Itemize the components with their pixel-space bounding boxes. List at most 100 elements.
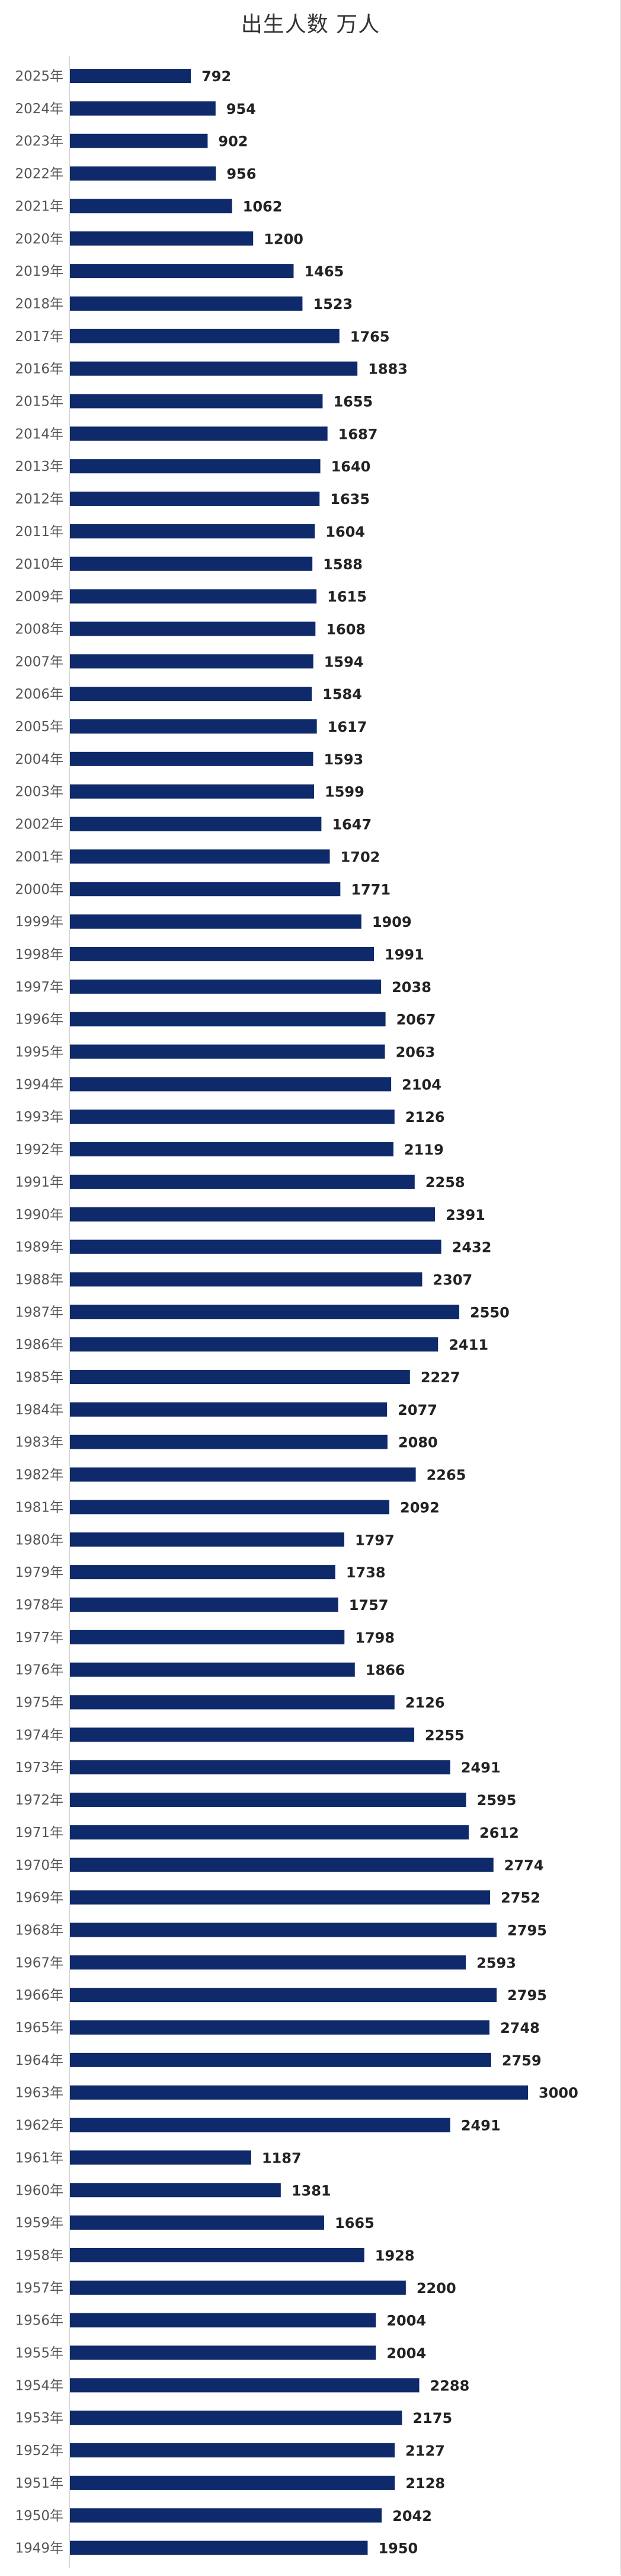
data-label: 2774 <box>504 1857 544 1874</box>
y-tick-label: 1990年 <box>15 1207 63 1223</box>
data-label: 2119 <box>404 1142 444 1158</box>
bar <box>70 654 313 669</box>
bar <box>70 687 312 702</box>
data-label: 2126 <box>405 1109 445 1126</box>
y-tick-label: 1962年 <box>15 2118 63 2134</box>
y-tick-label: 1983年 <box>15 1435 63 1450</box>
y-tick-label: 1971年 <box>15 1825 63 1841</box>
y-tick-label: 2012年 <box>15 492 63 507</box>
y-tick-label: 2021年 <box>15 199 63 214</box>
data-label: 2595 <box>477 1792 517 1809</box>
y-tick-label: 1997年 <box>15 980 63 995</box>
data-label: 1655 <box>333 394 373 410</box>
y-tick-label: 1954年 <box>15 2378 63 2393</box>
data-label: 2258 <box>425 1174 465 1191</box>
bar <box>70 2183 281 2198</box>
data-label: 792 <box>201 68 231 85</box>
data-label: 1604 <box>325 524 365 540</box>
y-tick-label: 1975年 <box>15 1695 63 1711</box>
y-tick-label: 1956年 <box>15 2313 63 2329</box>
data-label: 2004 <box>386 2345 426 2362</box>
y-tick-label: 2010年 <box>15 557 63 572</box>
y-tick-label: 1958年 <box>15 2248 63 2263</box>
bar <box>70 492 320 506</box>
bar <box>70 2085 528 2100</box>
y-tick-label: 1972年 <box>15 1793 63 1808</box>
bar <box>70 914 361 929</box>
y-tick-label: 1950年 <box>15 2508 63 2524</box>
data-label: 2795 <box>507 1987 547 2004</box>
data-label: 1523 <box>313 296 353 313</box>
y-tick-label: 2008年 <box>15 621 63 637</box>
y-tick-label: 1952年 <box>15 2443 63 2459</box>
data-label: 2104 <box>402 1076 441 1093</box>
y-tick-label: 2007年 <box>15 654 63 669</box>
y-tick-label: 2019年 <box>15 264 63 279</box>
bar <box>70 2443 395 2458</box>
y-tick-label: 2023年 <box>15 134 63 149</box>
data-label: 1640 <box>331 458 371 475</box>
data-label: 1950 <box>378 2540 418 2557</box>
data-label: 1738 <box>346 1564 386 1581</box>
data-label: 1187 <box>262 2150 302 2166</box>
y-tick-label: 2002年 <box>15 817 63 833</box>
data-label: 2127 <box>405 2443 445 2459</box>
bar <box>70 751 313 766</box>
bar <box>70 264 294 279</box>
data-label: 1465 <box>304 263 344 280</box>
bar <box>70 69 191 83</box>
bar <box>70 556 313 571</box>
data-label: 1702 <box>341 849 380 865</box>
y-tick-label: 1976年 <box>15 1663 63 1678</box>
bar <box>70 231 254 246</box>
data-label: 1757 <box>349 1597 389 1614</box>
data-label: 2288 <box>430 2377 470 2394</box>
bar <box>70 719 317 734</box>
y-tick-label: 1959年 <box>15 2215 63 2231</box>
y-tick-label: 2006年 <box>15 687 63 702</box>
y-tick-label: 1979年 <box>15 1565 63 1580</box>
bar <box>70 459 321 474</box>
bar <box>70 2280 406 2295</box>
y-tick-label: 2004年 <box>15 752 63 767</box>
bar <box>70 2020 490 2035</box>
y-tick-label: 2022年 <box>15 167 63 182</box>
bar <box>70 1044 385 1059</box>
data-label: 2092 <box>400 1499 440 1516</box>
bar <box>70 1305 460 1319</box>
data-label: 2042 <box>392 2508 432 2524</box>
y-tick-label: 1994年 <box>15 1077 63 1092</box>
data-label: 2038 <box>392 979 431 996</box>
data-label: 2128 <box>405 2475 445 2492</box>
bar <box>70 394 323 409</box>
bar <box>70 1500 390 1515</box>
y-tick-label: 1951年 <box>15 2476 63 2491</box>
bar <box>70 1630 345 1644</box>
bar <box>70 589 317 604</box>
bar <box>70 524 315 538</box>
data-label: 1593 <box>324 751 363 768</box>
data-label: 1798 <box>355 1630 395 1646</box>
y-tick-label: 1964年 <box>15 2053 63 2068</box>
data-label: 2077 <box>398 1402 437 1418</box>
bar <box>70 784 315 799</box>
bar <box>70 1793 466 1807</box>
data-label: 1584 <box>322 686 362 703</box>
data-label: 2227 <box>421 1369 460 1386</box>
bar <box>70 2475 395 2490</box>
data-label: 2067 <box>396 1012 436 1028</box>
chart-title: 出生人数 万人 <box>241 12 380 37</box>
y-tick-label: 1967年 <box>15 1955 63 1971</box>
bar <box>70 621 316 636</box>
data-label: 2200 <box>417 2280 456 2297</box>
y-tick-label: 1988年 <box>15 1272 63 1287</box>
data-label: 2307 <box>433 1271 472 1288</box>
y-tick-label: 1968年 <box>15 1923 63 1938</box>
bar <box>70 817 322 831</box>
y-tick-label: 1993年 <box>15 1110 63 1125</box>
y-tick-label: 2009年 <box>15 589 63 605</box>
data-label: 2411 <box>449 1337 488 1353</box>
bar <box>70 1110 395 1124</box>
